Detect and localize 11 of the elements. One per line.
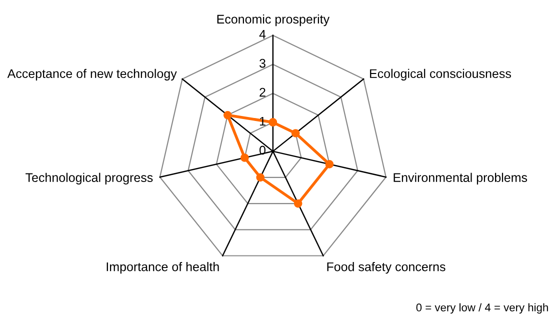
y-tick-label: 2: [260, 88, 266, 97]
y-tick-label: 4: [259, 30, 266, 39]
spoke-label: Environmental problems: [394, 172, 528, 184]
spoke-label: Acceptance of new technology: [7, 68, 177, 81]
spoke-label: Food safety concerns: [327, 262, 446, 274]
spoke-label: Economic prosperity: [217, 14, 330, 26]
y-tick-label: 3: [260, 58, 266, 68]
spoke-label: Ecological consciousness: [370, 68, 511, 81]
spoke-label: Technological progress: [26, 172, 153, 184]
text: 0 = very low / 4 = very high: [416, 303, 548, 314]
spoke-label: Importance of health: [106, 262, 219, 274]
